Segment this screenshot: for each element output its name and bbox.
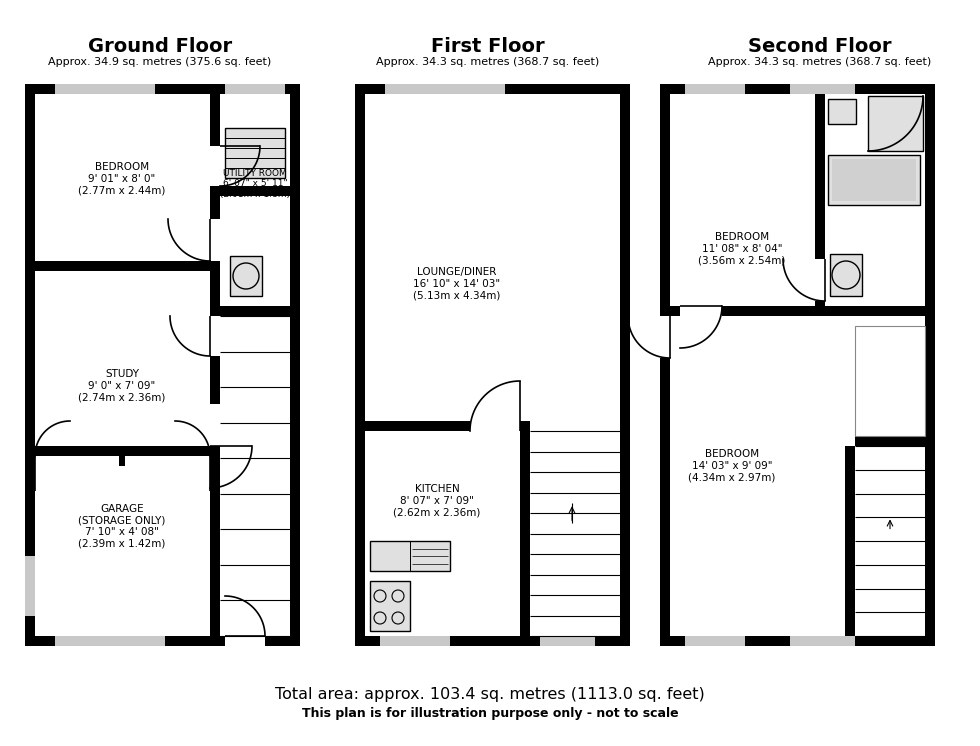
Bar <box>660 316 670 358</box>
Bar <box>828 155 920 205</box>
Bar <box>55 636 165 646</box>
Text: BEDROOM
11' 08" x 8' 04"
(3.56m x 2.54m): BEDROOM 11' 08" x 8' 04" (3.56m x 2.54m) <box>699 233 786 266</box>
Bar <box>35 446 210 456</box>
Text: Second Floor: Second Floor <box>749 37 892 55</box>
Bar <box>225 128 285 178</box>
Bar <box>680 306 722 316</box>
Bar <box>25 556 35 616</box>
Text: Approx. 34.3 sq. metres (368.7 sq. feet): Approx. 34.3 sq. metres (368.7 sq. feet) <box>376 57 600 67</box>
Bar <box>855 436 925 446</box>
Bar <box>220 186 290 196</box>
Text: STUDY
9' 0" x 7' 09"
(2.74m x 2.36m): STUDY 9' 0" x 7' 09" (2.74m x 2.36m) <box>78 369 166 403</box>
Bar <box>828 99 856 124</box>
Bar <box>35 261 210 271</box>
Bar <box>660 84 935 94</box>
Bar <box>25 84 300 646</box>
Bar <box>868 96 923 151</box>
Text: This plan is for illustration purpose only - not to scale: This plan is for illustration purpose on… <box>302 706 678 719</box>
Text: Approx. 34.9 sq. metres (375.6 sq. feet): Approx. 34.9 sq. metres (375.6 sq. feet) <box>48 57 271 67</box>
Bar <box>230 256 262 296</box>
Bar <box>815 94 825 306</box>
Bar <box>210 219 220 261</box>
Bar <box>355 84 630 646</box>
Bar <box>230 256 262 296</box>
Bar <box>832 159 916 201</box>
Bar <box>210 146 220 186</box>
Bar <box>119 451 125 466</box>
Bar <box>685 84 745 94</box>
Bar <box>790 84 855 94</box>
Bar <box>660 636 935 646</box>
Bar <box>355 84 365 646</box>
Bar <box>540 636 595 646</box>
Bar <box>855 326 925 436</box>
Bar <box>225 128 285 178</box>
Bar <box>25 636 300 646</box>
Text: First Floor: First Floor <box>431 37 545 55</box>
Bar <box>370 581 410 631</box>
Text: BEDROOM
9' 01" x 8' 0"
(2.77m x 2.44m): BEDROOM 9' 01" x 8' 0" (2.77m x 2.44m) <box>78 163 166 195</box>
Bar <box>210 404 220 446</box>
Bar <box>355 84 630 94</box>
Bar <box>55 84 155 94</box>
Bar <box>225 636 265 646</box>
Bar <box>370 581 410 631</box>
Bar <box>868 96 923 151</box>
Bar <box>210 94 220 636</box>
Bar <box>470 421 520 431</box>
Bar <box>370 541 450 571</box>
Text: UTILITY ROOM
6' 07" x 5' 11"
(2.01m x 1.8m): UTILITY ROOM 6' 07" x 5' 11" (2.01m x 1.… <box>220 169 290 199</box>
Text: Approx. 34.3 sq. metres (368.7 sq. feet): Approx. 34.3 sq. metres (368.7 sq. feet) <box>709 57 932 67</box>
Text: GARAGE
(STORAGE ONLY)
7' 10" x 4' 08"
(2.39m x 1.42m): GARAGE (STORAGE ONLY) 7' 10" x 4' 08" (2… <box>78 504 166 548</box>
Bar <box>385 84 505 94</box>
Bar <box>660 84 935 646</box>
Bar <box>620 84 630 646</box>
Bar <box>25 84 300 94</box>
Bar <box>828 99 856 124</box>
Bar <box>830 254 862 296</box>
Text: Ground Floor: Ground Floor <box>88 37 232 55</box>
Bar <box>830 254 862 296</box>
Bar <box>380 636 450 646</box>
Bar <box>670 306 925 316</box>
Bar <box>35 456 210 466</box>
Bar <box>365 421 530 431</box>
Bar <box>210 316 220 356</box>
Bar <box>520 431 530 636</box>
Bar <box>290 84 300 646</box>
Bar <box>370 541 450 571</box>
Bar <box>790 636 855 646</box>
Text: LOUNGE/DINER
16' 10" x 14' 03"
(5.13m x 4.34m): LOUNGE/DINER 16' 10" x 14' 03" (5.13m x … <box>414 267 501 301</box>
Text: Total area: approx. 103.4 sq. metres (1113.0 sq. feet): Total area: approx. 103.4 sq. metres (11… <box>275 686 705 701</box>
Bar <box>25 84 35 646</box>
Bar <box>225 84 285 94</box>
Bar <box>828 155 920 205</box>
Bar <box>925 84 935 646</box>
Bar <box>220 306 290 316</box>
Bar <box>355 636 630 646</box>
Bar <box>660 84 670 646</box>
Bar <box>845 446 855 636</box>
Text: KITCHEN
8' 07" x 7' 09"
(2.62m x 2.36m): KITCHEN 8' 07" x 7' 09" (2.62m x 2.36m) <box>393 484 480 518</box>
Text: BEDROOM
14' 03" x 9' 09"
(4.34m x 2.97m): BEDROOM 14' 03" x 9' 09" (4.34m x 2.97m) <box>688 449 776 483</box>
Bar <box>815 259 825 301</box>
Bar <box>685 636 745 646</box>
